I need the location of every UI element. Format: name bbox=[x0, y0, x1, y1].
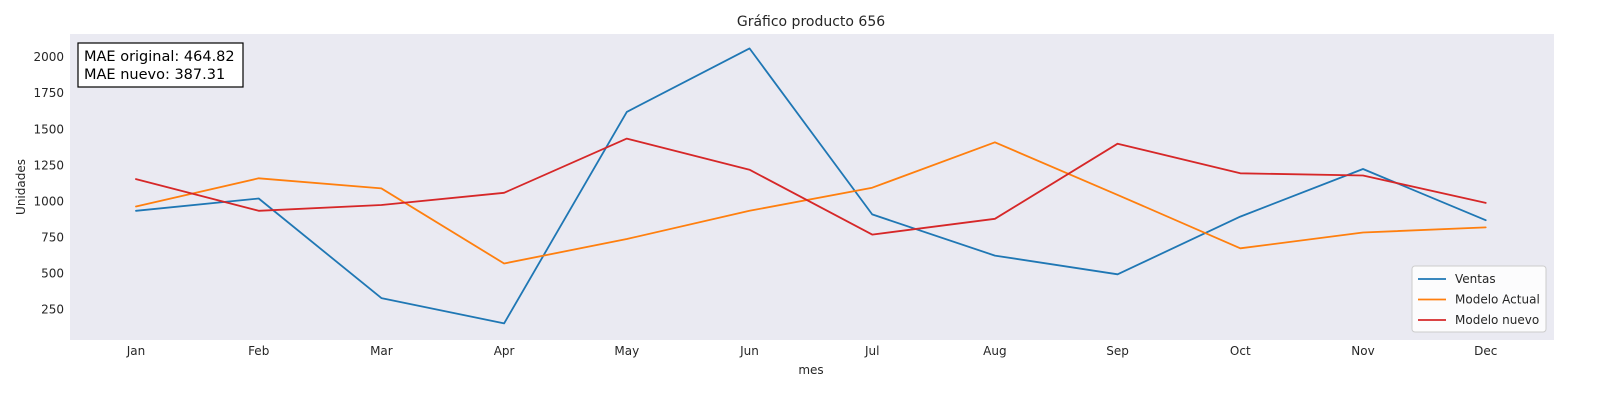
y-axis: 250 500 750 1000 1250 1500 1750 2000 bbox=[33, 50, 64, 317]
y-axis-label: Unidades bbox=[14, 159, 28, 215]
x-tick-label: Oct bbox=[1230, 344, 1251, 358]
annotation-mae-nuevo: MAE nuevo: 387.31 bbox=[84, 67, 225, 83]
legend-entry: Modelo Actual bbox=[1455, 293, 1540, 307]
y-tick-label: 500 bbox=[41, 267, 64, 281]
y-tick-label: 750 bbox=[41, 231, 64, 245]
x-tick-label: Apr bbox=[494, 344, 515, 358]
x-tick-label: Jun bbox=[739, 344, 759, 358]
x-tick-label: Jul bbox=[864, 344, 879, 358]
x-axis: Jan Feb Mar Apr May Jun Jul Aug Sep Oct Nov Dec bbox=[126, 344, 1498, 358]
y-tick-label: 250 bbox=[41, 303, 64, 317]
x-tick-label: Aug bbox=[983, 344, 1006, 358]
y-tick-label: 1000 bbox=[33, 194, 64, 208]
legend-entry: Modelo nuevo bbox=[1455, 313, 1539, 327]
annotation-mae-original: MAE original: 464.82 bbox=[84, 49, 235, 65]
chart-title: Gráfico producto 656 bbox=[737, 14, 885, 30]
plot-area bbox=[70, 34, 1554, 340]
y-tick-label: 2000 bbox=[33, 50, 64, 64]
y-tick-label: 1750 bbox=[33, 86, 64, 100]
series-line-modelo-actual bbox=[135, 141, 1487, 265]
series-line-ventas bbox=[135, 47, 1487, 325]
x-tick-label: Feb bbox=[248, 344, 269, 358]
x-tick-label: Mar bbox=[370, 344, 393, 358]
x-tick-label: Dec bbox=[1474, 344, 1497, 358]
x-axis-label: mes bbox=[798, 363, 823, 377]
annotation-box bbox=[77, 42, 244, 88]
y-tick-label: 1500 bbox=[33, 122, 64, 136]
x-tick-label: Sep bbox=[1106, 344, 1129, 358]
x-tick-label: Nov bbox=[1351, 344, 1374, 358]
x-tick-label: Jan bbox=[126, 344, 146, 358]
y-tick-label: 1250 bbox=[33, 158, 64, 172]
x-tick-label: May bbox=[614, 344, 639, 358]
series-lines bbox=[135, 47, 1487, 325]
legend: Ventas Modelo Actual Modelo nuevo bbox=[1411, 265, 1547, 333]
series-line-modelo-nuevo bbox=[135, 137, 1487, 236]
mae-annotation: MAE original: 464.82 MAE nuevo: 387.31 bbox=[77, 42, 244, 88]
legend-box bbox=[1411, 265, 1547, 333]
legend-entry: Ventas bbox=[1455, 272, 1496, 286]
